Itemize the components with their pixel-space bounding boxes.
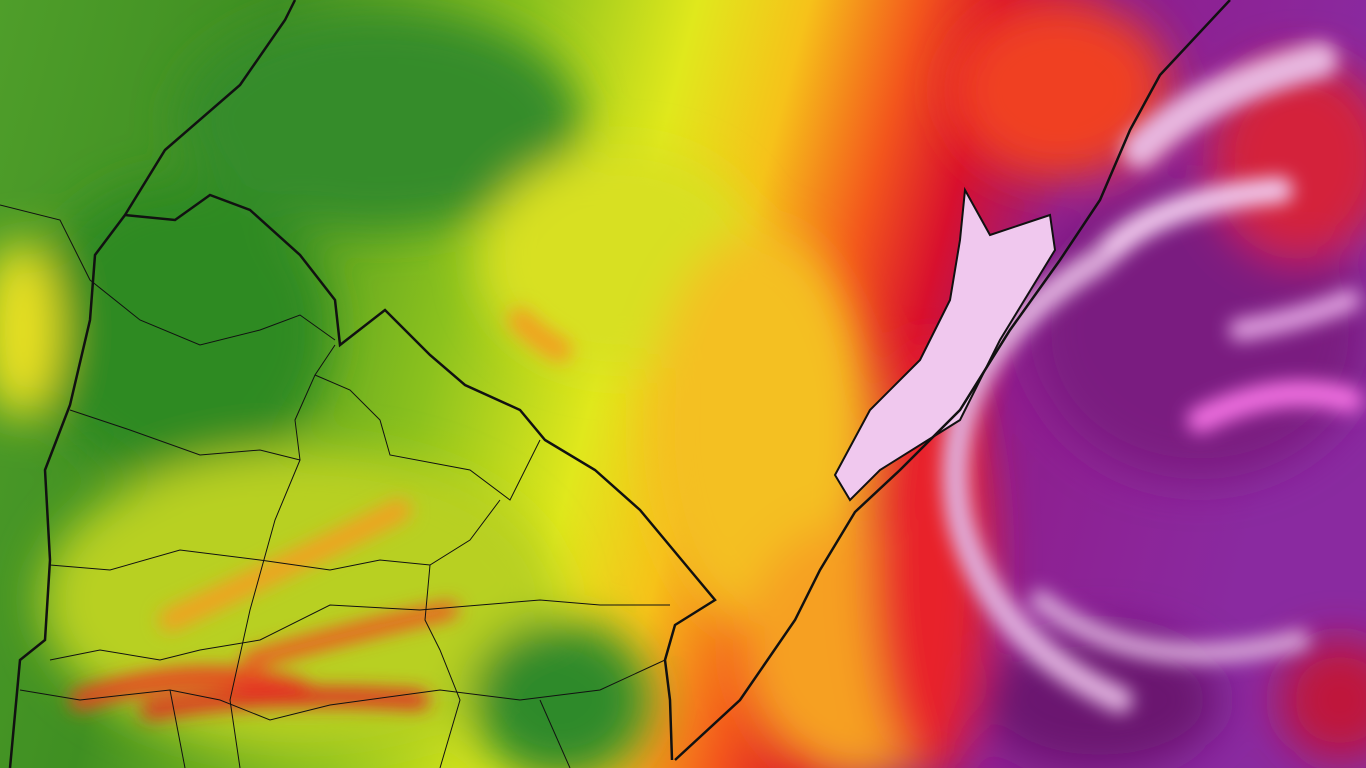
swirl-bands — [70, 42, 1363, 719]
borders — [0, 0, 1231, 768]
lagoon — [833, 186, 1057, 502]
